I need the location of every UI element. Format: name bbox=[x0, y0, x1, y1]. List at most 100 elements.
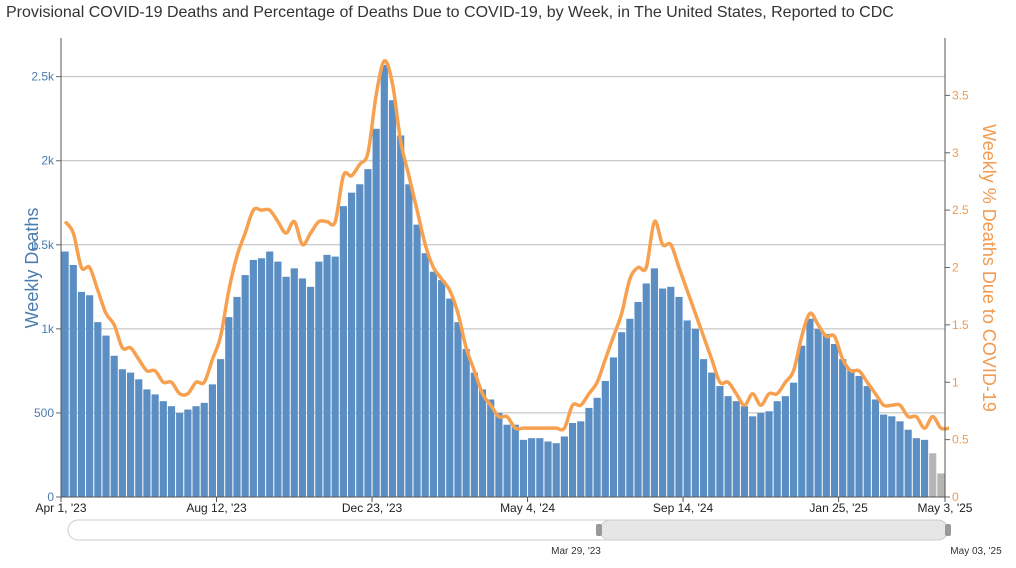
bar[interactable] bbox=[659, 288, 667, 497]
bar[interactable] bbox=[511, 424, 519, 497]
bar[interactable] bbox=[675, 296, 683, 497]
bar[interactable] bbox=[315, 261, 323, 497]
navigator-selection[interactable] bbox=[599, 519, 949, 541]
bar[interactable] bbox=[290, 268, 298, 497]
bar[interactable] bbox=[257, 258, 266, 497]
bar[interactable] bbox=[888, 416, 896, 497]
bar[interactable] bbox=[732, 401, 740, 497]
line-series[interactable] bbox=[63, 59, 950, 432]
bar[interactable] bbox=[323, 254, 331, 497]
bar[interactable] bbox=[413, 224, 421, 497]
bar[interactable] bbox=[609, 357, 618, 497]
bar[interactable] bbox=[896, 421, 904, 497]
bar[interactable] bbox=[724, 396, 732, 497]
bar[interactable] bbox=[880, 414, 888, 497]
bar[interactable] bbox=[806, 318, 814, 497]
bar[interactable] bbox=[634, 301, 642, 497]
bar-series[interactable] bbox=[61, 64, 945, 498]
bar[interactable] bbox=[650, 268, 659, 497]
bar[interactable] bbox=[307, 286, 315, 497]
bar[interactable] bbox=[478, 389, 487, 497]
bar[interactable] bbox=[740, 406, 749, 497]
bar[interactable] bbox=[364, 169, 372, 497]
bar[interactable] bbox=[618, 332, 626, 497]
bar[interactable] bbox=[708, 372, 716, 497]
bar[interactable] bbox=[847, 369, 855, 497]
bar[interactable] bbox=[438, 280, 446, 497]
bar[interactable] bbox=[192, 406, 200, 497]
bar[interactable] bbox=[102, 335, 110, 497]
bar[interactable] bbox=[503, 424, 511, 497]
bar[interactable] bbox=[798, 345, 806, 497]
bar[interactable] bbox=[159, 401, 167, 497]
bar[interactable] bbox=[274, 261, 282, 497]
bar[interactable] bbox=[429, 271, 438, 497]
bar[interactable] bbox=[217, 359, 225, 497]
bar[interactable] bbox=[691, 328, 699, 497]
bar[interactable] bbox=[339, 206, 347, 497]
bar[interactable] bbox=[871, 399, 880, 497]
range-navigator[interactable]: Mar 29, '23 May 03, '25 bbox=[67, 519, 1002, 557]
bar[interactable] bbox=[331, 256, 339, 497]
bar[interactable] bbox=[904, 429, 912, 497]
bar[interactable] bbox=[781, 396, 789, 497]
bar[interactable] bbox=[282, 276, 290, 497]
bar[interactable] bbox=[487, 399, 495, 497]
bar[interactable] bbox=[528, 438, 536, 497]
bar[interactable] bbox=[208, 384, 217, 497]
bar[interactable] bbox=[765, 411, 773, 497]
bar[interactable] bbox=[822, 333, 830, 497]
bar[interactable] bbox=[536, 438, 544, 497]
percent-line[interactable] bbox=[63, 59, 950, 432]
bar[interactable] bbox=[470, 372, 478, 497]
bar[interactable] bbox=[372, 128, 380, 498]
bar[interactable] bbox=[118, 369, 126, 497]
bar[interactable] bbox=[667, 286, 675, 497]
bar[interactable] bbox=[814, 328, 822, 497]
bar[interactable] bbox=[380, 64, 388, 498]
bar[interactable] bbox=[110, 355, 118, 497]
bar[interactable] bbox=[454, 322, 462, 497]
bar[interactable] bbox=[830, 344, 839, 497]
bar[interactable] bbox=[298, 278, 307, 497]
bar[interactable] bbox=[863, 386, 871, 497]
bar[interactable] bbox=[397, 135, 405, 497]
bar[interactable] bbox=[642, 283, 650, 497]
bar[interactable] bbox=[601, 380, 609, 497]
bar[interactable] bbox=[462, 349, 470, 497]
bar[interactable] bbox=[167, 406, 176, 497]
bar[interactable] bbox=[544, 441, 552, 497]
bar[interactable] bbox=[151, 394, 159, 497]
bar[interactable] bbox=[241, 275, 249, 497]
bar[interactable] bbox=[61, 251, 69, 497]
bar[interactable] bbox=[200, 402, 208, 497]
bar[interactable] bbox=[249, 259, 257, 497]
bar[interactable] bbox=[789, 382, 798, 497]
bar[interactable] bbox=[421, 253, 429, 497]
bar[interactable] bbox=[347, 192, 356, 497]
bar[interactable] bbox=[225, 317, 233, 497]
bar[interactable] bbox=[388, 100, 397, 497]
bar[interactable] bbox=[94, 322, 102, 497]
bar[interactable] bbox=[356, 184, 364, 497]
bar[interactable] bbox=[495, 412, 503, 497]
bar[interactable] bbox=[77, 291, 86, 497]
bar[interactable] bbox=[560, 436, 568, 497]
bar[interactable] bbox=[176, 412, 184, 497]
bar[interactable] bbox=[266, 251, 274, 497]
bar[interactable] bbox=[184, 409, 192, 497]
bar[interactable] bbox=[69, 264, 77, 497]
bar[interactable] bbox=[568, 423, 577, 497]
bar[interactable] bbox=[920, 439, 929, 497]
bar[interactable] bbox=[912, 438, 920, 497]
bar[interactable] bbox=[699, 359, 708, 497]
bar[interactable] bbox=[519, 439, 528, 497]
bar[interactable] bbox=[749, 416, 757, 497]
bar[interactable] bbox=[593, 397, 601, 497]
bar[interactable] bbox=[405, 184, 413, 497]
bar[interactable] bbox=[716, 386, 724, 497]
bar[interactable] bbox=[135, 379, 143, 497]
bar[interactable] bbox=[143, 389, 151, 497]
bar[interactable] bbox=[929, 453, 937, 497]
bar[interactable] bbox=[937, 473, 945, 497]
